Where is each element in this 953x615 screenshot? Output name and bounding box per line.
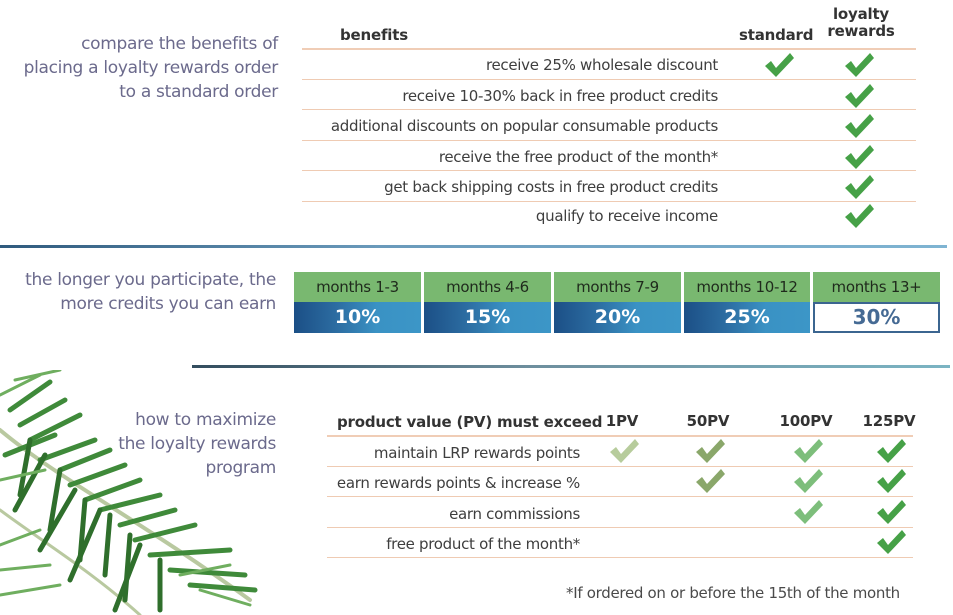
row-divider bbox=[302, 79, 916, 80]
maximize-title-line-3: program bbox=[205, 458, 277, 478]
row-divider bbox=[302, 170, 916, 171]
footnote: *If ordered on or before the 15th of the… bbox=[566, 584, 900, 602]
tier-percent: 25% bbox=[684, 302, 810, 333]
pv-column-header: 50PV bbox=[686, 412, 730, 430]
loyalty-check-icon bbox=[843, 112, 875, 140]
compare-section-title: compare the benefits of placing a loyalt… bbox=[0, 32, 279, 104]
row-divider bbox=[327, 527, 913, 528]
compare-title-line-1: compare the benefits of bbox=[81, 34, 278, 54]
credits-title-line-2: more credits you can earn bbox=[60, 294, 276, 314]
tier-percent: 15% bbox=[424, 302, 551, 333]
pv-check-icon bbox=[875, 437, 907, 465]
row-divider bbox=[302, 140, 916, 141]
tier-box: months 7-9 20% bbox=[554, 272, 681, 333]
row-divider bbox=[302, 109, 916, 110]
tier-months-label: months 10-12 bbox=[684, 272, 810, 302]
row-divider bbox=[302, 48, 916, 50]
benefit-row-label: receive 25% wholesale discount bbox=[485, 56, 718, 74]
maximize-section-title: how to maximize the loyalty rewards prog… bbox=[0, 408, 276, 480]
standard-check-icon bbox=[763, 51, 795, 79]
pv-check-icon bbox=[792, 437, 824, 465]
loyalty-check-icon bbox=[843, 143, 875, 171]
pv-check-icon bbox=[694, 437, 726, 465]
credits-section-title: the longer you participate, the more cre… bbox=[0, 268, 276, 316]
loyalty-check-icon bbox=[843, 173, 875, 201]
pv-column-header: 100PV bbox=[779, 412, 833, 430]
benefit-row-label: receive 10-30% back in free product cred… bbox=[402, 87, 718, 105]
row-divider bbox=[327, 466, 913, 467]
rosemary-plant-image bbox=[0, 370, 258, 615]
pv-check-icon bbox=[875, 498, 907, 526]
loyalty-header-line-2: rewards bbox=[827, 22, 895, 40]
pv-check-icon bbox=[875, 528, 907, 556]
benefits-header: benefits bbox=[340, 26, 408, 44]
benefit-row-label: receive the free product of the month* bbox=[438, 148, 718, 166]
row-divider bbox=[327, 557, 913, 558]
standard-header: standard bbox=[739, 26, 814, 44]
loyalty-check-icon bbox=[843, 82, 875, 110]
tier-box: months 4-6 15% bbox=[424, 272, 551, 333]
row-divider bbox=[327, 496, 913, 497]
compare-title-line-3: to a standard order bbox=[119, 82, 278, 102]
tier-months-label: months 4-6 bbox=[424, 272, 551, 302]
pv-column-header: 125PV bbox=[862, 412, 916, 430]
tier-percent: 20% bbox=[554, 302, 681, 333]
loyalty-check-icon bbox=[843, 51, 875, 79]
compare-title-line-2: placing a loyalty rewards order bbox=[23, 58, 279, 78]
pv-check-icon bbox=[792, 498, 824, 526]
maximize-title-line-1: how to maximize bbox=[135, 410, 276, 430]
benefit-row-label: additional discounts on popular consumab… bbox=[330, 117, 718, 135]
benefit-row-label: qualify to receive income bbox=[535, 207, 718, 225]
row-divider bbox=[327, 435, 913, 437]
pv-check-icon bbox=[792, 467, 824, 495]
pv-check-icon bbox=[608, 437, 640, 465]
tier-months-label: months 7-9 bbox=[554, 272, 681, 302]
maximize-title-line-2: the loyalty rewards bbox=[118, 434, 276, 454]
tier-box: months 1-3 10% bbox=[294, 272, 421, 333]
pv-check-icon bbox=[694, 467, 726, 495]
pv-header-label: product value (PV) must exceed bbox=[337, 413, 603, 431]
benefit-row-label: get back shipping costs in free product … bbox=[384, 178, 718, 196]
pv-check-icon bbox=[875, 467, 907, 495]
tier-percent: 10% bbox=[294, 302, 421, 333]
tier-months-label: months 1-3 bbox=[294, 272, 421, 302]
pv-row-label: earn commissions bbox=[449, 505, 580, 523]
tier-box: months 10-12 25% bbox=[684, 272, 810, 333]
section-divider-2 bbox=[192, 365, 950, 368]
pv-row-label: free product of the month* bbox=[386, 535, 580, 553]
pv-row-label: maintain LRP rewards points bbox=[373, 444, 580, 462]
tier-box: months 13+ 30% bbox=[813, 272, 940, 333]
section-divider-1 bbox=[0, 245, 947, 248]
tier-percent: 30% bbox=[813, 302, 940, 333]
credits-title-line-1: the longer you participate, the bbox=[25, 270, 276, 290]
pv-row-label: earn rewards points & increase % bbox=[336, 474, 580, 492]
row-divider bbox=[302, 201, 916, 202]
pv-column-header: 1PV bbox=[605, 412, 639, 430]
loyalty-header-line-1: loyalty bbox=[832, 5, 890, 23]
tier-months-label: months 13+ bbox=[813, 272, 940, 302]
loyalty-check-icon bbox=[843, 202, 875, 230]
loyalty-rewards-header: loyalty rewards bbox=[826, 6, 896, 40]
